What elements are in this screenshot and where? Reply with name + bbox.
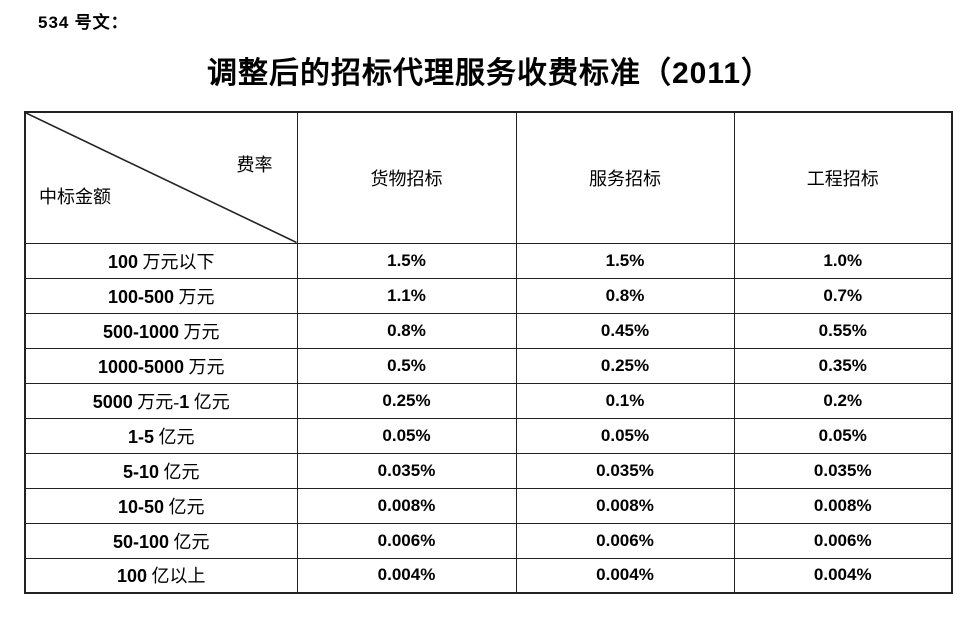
table-row: 10-50 亿元 0.008% 0.008% 0.008% (24, 487, 953, 524)
rate-engineering: 0.2% (733, 382, 953, 419)
rate-engineering: 1.0% (733, 242, 953, 279)
rate-goods: 0.004% (296, 557, 517, 594)
doc-number-label: 534 号文： (38, 13, 129, 32)
rate-services: 0.004% (515, 557, 735, 594)
rate-engineering: 0.035% (733, 452, 953, 489)
table-row: 100 万元以下 1.5% 1.5% 1.0% (24, 242, 953, 279)
column-header-goods: 货物招标 (296, 111, 517, 244)
tier-label: 100 万元以下 (24, 242, 298, 279)
table-row: 1000-5000 万元 0.5% 0.25% 0.35% (24, 347, 953, 384)
corner-label-rate: 费率 (236, 155, 273, 175)
rate-services: 0.008% (515, 487, 735, 524)
table-row: 100 亿以上 0.004% 0.004% 0.004% (24, 557, 953, 594)
rate-engineering: 0.55% (733, 312, 953, 349)
tier-label: 50-100 亿元 (24, 522, 298, 559)
tier-label: 5-10 亿元 (24, 452, 298, 489)
diagonal-line (26, 113, 296, 242)
tier-label: 100 亿以上 (24, 557, 298, 594)
table-row: 5-10 亿元 0.035% 0.035% 0.035% (24, 452, 953, 489)
rate-engineering: 0.008% (733, 487, 953, 524)
rate-goods: 0.006% (296, 522, 517, 559)
tier-label: 100-500 万元 (24, 277, 298, 314)
page-title: 调整后的招标代理服务收费标准（2011） (206, 57, 773, 90)
rate-goods: 1.1% (296, 277, 517, 314)
rate-engineering: 0.004% (733, 557, 953, 594)
tier-label: 10-50 亿元 (24, 487, 298, 524)
table-row: 5000 万元-1 亿元 0.25% 0.1% 0.2% (24, 382, 953, 419)
tier-label: 1000-5000 万元 (24, 347, 298, 384)
tier-label: 1-5 亿元 (24, 417, 298, 454)
rate-services: 0.05% (515, 417, 735, 454)
column-header-services: 服务招标 (515, 111, 735, 244)
table-header-row: 费率 中标金额 货物招标 服务招标 工程招标 (24, 111, 953, 244)
rate-services: 1.5% (515, 242, 735, 279)
rate-goods: 0.008% (296, 487, 517, 524)
table-row: 500-1000 万元 0.8% 0.45% 0.55% (24, 312, 953, 349)
rate-services: 0.006% (515, 522, 735, 559)
table-row: 50-100 亿元 0.006% 0.006% 0.006% (24, 522, 953, 559)
rate-goods: 0.05% (296, 417, 517, 454)
rate-services: 0.035% (515, 452, 735, 489)
rate-goods: 0.25% (296, 382, 517, 419)
rate-engineering: 0.35% (733, 347, 953, 384)
rate-goods: 1.5% (296, 242, 517, 279)
rate-services: 0.1% (515, 382, 735, 419)
tier-label: 500-1000 万元 (24, 312, 298, 349)
rate-engineering: 0.05% (733, 417, 953, 454)
rate-goods: 0.8% (296, 312, 517, 349)
table-row: 1-5 亿元 0.05% 0.05% 0.05% (24, 417, 953, 454)
table-row: 100-500 万元 1.1% 0.8% 0.7% (24, 277, 953, 314)
rate-services: 0.25% (515, 347, 735, 384)
corner-header-cell: 费率 中标金额 (24, 111, 298, 244)
corner-label-amount: 中标金额 (39, 187, 111, 207)
rate-services: 0.45% (515, 312, 735, 349)
tier-label: 5000 万元-1 亿元 (24, 382, 298, 419)
fee-rate-table: 费率 中标金额 货物招标 服务招标 工程招标 100 万元以下 1.5% 1.5… (24, 111, 953, 594)
rate-engineering: 0.7% (733, 277, 953, 314)
rate-goods: 0.035% (296, 452, 517, 489)
rate-engineering: 0.006% (733, 522, 953, 559)
column-header-engineering: 工程招标 (733, 111, 953, 244)
rate-goods: 0.5% (296, 347, 517, 384)
rate-services: 0.8% (515, 277, 735, 314)
